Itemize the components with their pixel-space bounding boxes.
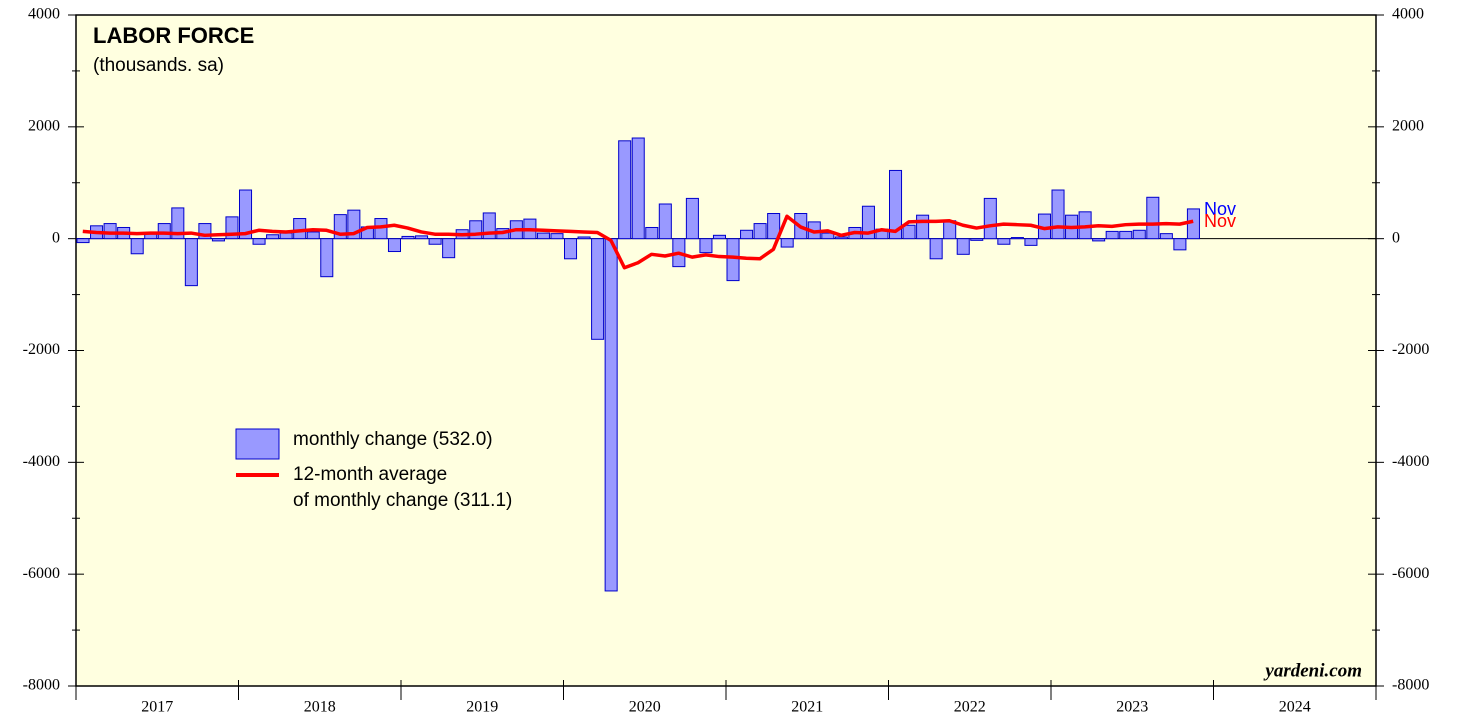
bar [631,137,645,240]
bar [1024,238,1038,246]
y-tick-label: -2000 [23,341,60,358]
source: yardeni.com [1263,660,1362,681]
bar [1119,230,1133,240]
bar [550,233,564,240]
bar [916,214,930,240]
bar [239,189,253,240]
bar [320,238,334,278]
bar [1159,233,1173,240]
bar [1051,189,1065,240]
chart-subtitle: (thousands. sa) [93,55,224,76]
bar [780,238,794,248]
bar [184,238,198,287]
y2-tick-label: -2000 [1392,341,1429,358]
y2-tick-label: 0 [1392,229,1400,246]
bar [889,169,903,240]
bar [211,238,225,242]
bar [442,238,456,259]
y2-tick-label: 4000 [1392,6,1424,23]
legend-label: 12-month average of monthly change (311.… [293,464,513,511]
legend-swatch [235,428,280,460]
chart-title: LABOR FORCE [93,23,254,48]
x-tick-label: 2017 [141,699,173,716]
bar [252,238,266,245]
bar [279,232,293,240]
x-tick-label: 2021 [791,699,823,716]
bar [902,224,916,240]
bar [767,213,781,240]
bar [699,238,713,254]
end-label: Nov [1204,199,1236,219]
y-tick-label: 2000 [28,118,60,135]
bar [712,234,726,240]
y-tick-label: -8000 [23,677,60,694]
bar [604,238,618,592]
average-line [82,214,1194,270]
bar [1105,230,1119,240]
bar [1010,237,1024,240]
bar [929,238,943,260]
bar [1146,196,1160,240]
y2-tick-label: -8000 [1392,677,1429,694]
bar [157,223,171,240]
y2-tick-label: 2000 [1392,118,1424,135]
plot-area [75,14,1377,687]
y-tick-label: -6000 [23,565,60,582]
bar [970,238,984,241]
bar [685,197,699,240]
bar [103,223,117,240]
y2-tick-label: -6000 [1392,565,1429,582]
bar [293,218,307,240]
bar [1092,238,1106,242]
end-label: Nov [1204,211,1236,231]
bar [997,238,1011,245]
y2-tick-label: -4000 [1392,453,1429,470]
x-tick-label: 2023 [1116,699,1148,716]
bar [726,238,740,282]
bar [591,238,605,340]
y-tick-label: -4000 [23,453,60,470]
bar [564,238,578,260]
bar [306,231,320,240]
bar [130,238,144,255]
bar [428,238,442,245]
bar [645,226,659,240]
bar [536,232,550,240]
x-tick-label: 2024 [1279,699,1311,716]
bar [415,235,429,240]
legend-label: monthly change (532.0) [293,429,493,450]
bar [1173,238,1187,251]
bar [1132,229,1146,240]
bar [266,234,280,240]
bar [956,238,970,255]
y-tick-label: 4000 [28,6,60,23]
bar [577,236,591,240]
bar [401,235,415,240]
bar [740,229,754,240]
bar [618,140,632,240]
x-tick-label: 2020 [629,699,661,716]
x-tick-label: 2019 [466,699,498,716]
bar [834,236,848,240]
bar [171,207,185,240]
bar [76,238,90,244]
x-tick-label: 2018 [304,699,336,716]
bar [753,223,767,240]
bar [983,197,997,240]
bar [821,232,835,240]
x-tick-label: 2022 [954,699,986,716]
y-tick-label: 0 [52,229,60,246]
bar [658,203,672,240]
bar [387,238,402,253]
